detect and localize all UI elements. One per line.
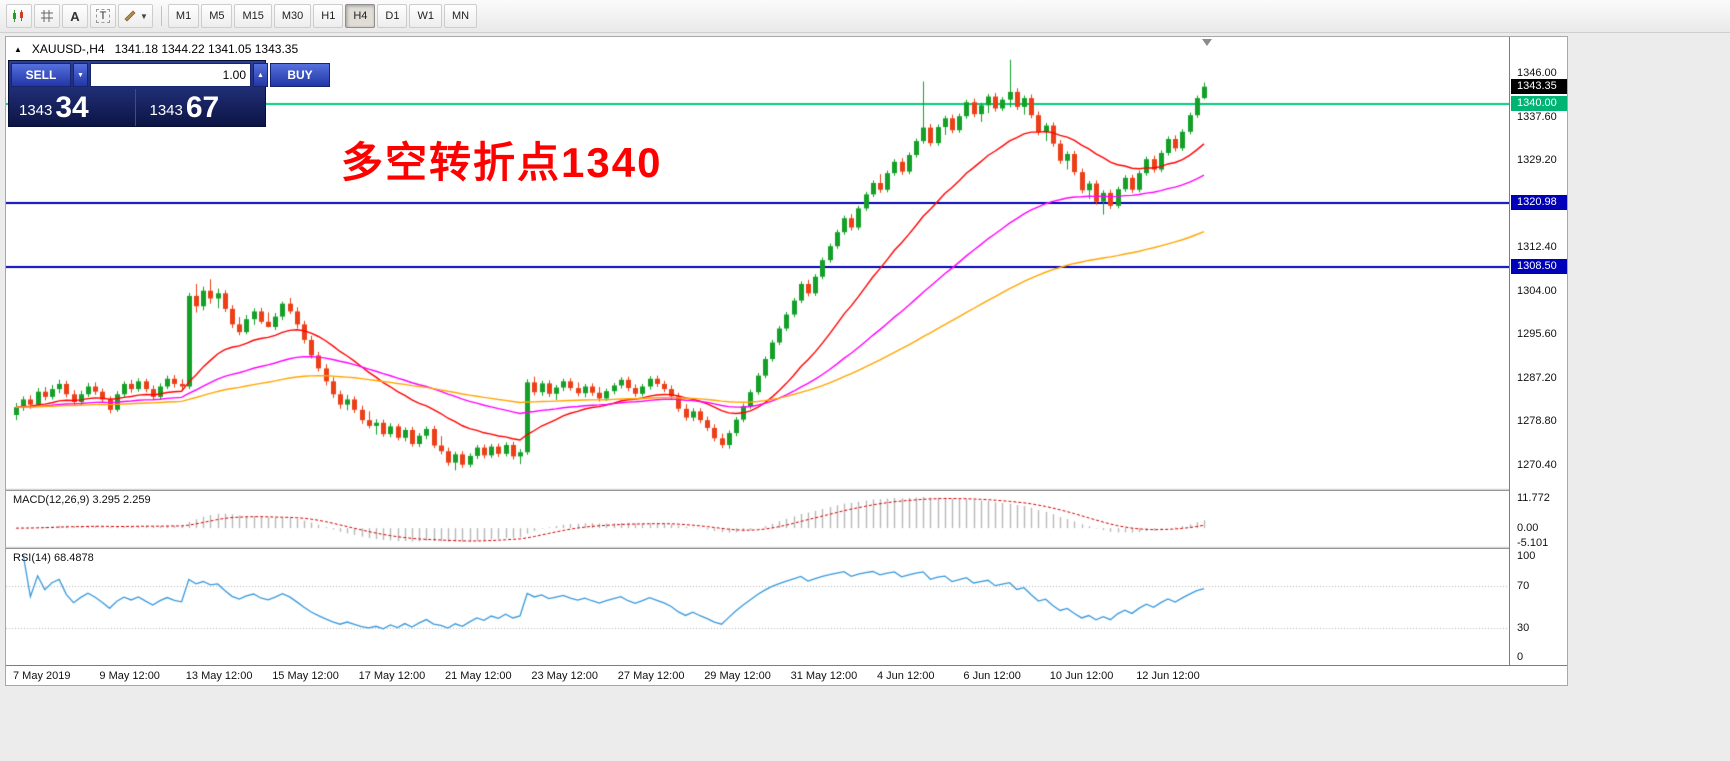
drawing-tools-button[interactable]: ▼ (118, 4, 153, 28)
panel-splitter[interactable] (6, 488, 1567, 491)
toolbar-separator (160, 6, 162, 26)
symbol-ohlc-values: 1341.18 1344.22 1341.05 1343.35 (114, 42, 299, 56)
time-axis-label: 29 May 12:00 (704, 670, 771, 682)
grid-button[interactable] (34, 4, 60, 28)
chevron-down-icon: ▼ (77, 71, 84, 79)
font-a-icon: A (70, 8, 80, 24)
price-badge: 1340.00 (1511, 96, 1567, 112)
buy-button[interactable]: BUY (270, 63, 330, 87)
time-axis-label: 23 May 12:00 (531, 670, 599, 682)
price-axis[interactable]: 1346.00 1337.60 1329.20 1312.40 1304.00 1295.… (1509, 37, 1567, 665)
timeframe-group: M1 M5 M15 M30 H1 H4 D1 W1 MN (167, 4, 479, 28)
price-badge: 1320.98 (1511, 194, 1567, 210)
volume-dropdown-button[interactable]: ▼ (73, 63, 88, 87)
font-button[interactable]: A (62, 4, 88, 28)
sell-button[interactable]: SELL (11, 63, 71, 87)
time-axis-label: 21 May 12:00 (445, 670, 512, 682)
price-axis-label: 1346.00 (1517, 67, 1557, 80)
chevron-up-icon: ▲ (257, 71, 264, 79)
volume-input[interactable] (90, 63, 251, 87)
price-axis-label: 1270.40 (1517, 458, 1557, 471)
time-axis-label: 27 May 12:00 (617, 670, 685, 682)
price-axis-label: 1287.20 (1517, 371, 1557, 384)
rsi-canvas[interactable] (6, 549, 1509, 665)
price-axis-label: 1278.80 (1517, 415, 1557, 428)
macd-pane: MACD(12,26,9) 3.295 2.259 (6, 491, 1509, 546)
panel-splitter[interactable] (6, 546, 1567, 549)
grid-icon (40, 9, 54, 23)
timeframe-button-m1[interactable]: M1 (167, 4, 200, 28)
macd-axis-label: 0.00 (1517, 522, 1539, 535)
subwindow-arrow-icon[interactable]: ▲ (14, 44, 22, 54)
text-label-icon: T (95, 9, 111, 23)
ask-price-main: 1343 (149, 102, 183, 119)
timeframe-button-w1[interactable]: W1 (409, 4, 442, 28)
price-axis-label: 1329.20 (1517, 154, 1557, 167)
bid-price-display[interactable]: 1343 34 (9, 89, 135, 126)
rsi-pane: RSI(14) 68.4878 (6, 549, 1509, 665)
time-axis-label: 9 May 12:00 (99, 670, 160, 682)
chart-annotation-text: 多空转折点1340 (341, 139, 663, 186)
macd-axis-label: 11.772 (1517, 492, 1550, 504)
time-axis-label: 6 Jun 12:00 (963, 670, 1021, 682)
rsi-axis-label: 70 (1517, 580, 1530, 593)
macd-canvas[interactable] (6, 491, 1509, 546)
timeframe-button-h1[interactable]: H1 (313, 4, 344, 28)
timeframe-button-d1[interactable]: D1 (377, 4, 408, 28)
main-chart-pane: ▲ XAUUSD-,H4 1341.18 1344.22 1341.05 134… (6, 37, 1509, 488)
time-axis-label: 15 May 12:00 (272, 670, 339, 682)
price-badge: 1343.35 (1511, 78, 1567, 94)
text-label-button[interactable]: T (90, 4, 116, 28)
time-axis-label: 13 May 12:00 (185, 670, 253, 682)
time-axis-label: 12 Jun 12:00 (1136, 670, 1200, 682)
price-axis-label: 1337.60 (1517, 110, 1557, 123)
rsi-label: RSI(14) 68.4878 (13, 552, 94, 564)
volume-up-button[interactable]: ▲ (253, 63, 268, 87)
price-axis-label: 1295.60 (1517, 328, 1557, 341)
symbol-name: XAUUSD-,H4 (31, 42, 105, 56)
timeframe-button-m5[interactable]: M5 (201, 4, 233, 28)
time-axis-label: 4 Jun 12:00 (877, 670, 935, 682)
timeframe-button-m30[interactable]: M30 (273, 4, 312, 28)
top-toolbar: A T ▼ M1 M5 M15 M30 H1 H4 D1 W1 MN (0, 0, 1730, 33)
time-axis[interactable]: 7 May 2019 9 May 12:00 13 May 12:00 15 May … (6, 665, 1567, 685)
bid-price-main: 1343 (19, 102, 53, 119)
timeframe-button-h4[interactable]: H4 (345, 4, 376, 28)
time-axis-label: 17 May 12:00 (358, 670, 426, 682)
time-axis-label: 10 Jun 12:00 (1049, 670, 1114, 682)
indicator-list-button[interactable] (6, 4, 32, 28)
time-axis-label: 7 May 2019 (13, 670, 71, 682)
timeframe-button-mn[interactable]: MN (443, 4, 478, 28)
symbol-header: ▲ XAUUSD-,H4 1341.18 1344.22 1341.05 134… (14, 42, 298, 56)
chart-shift-marker (1202, 39, 1212, 46)
rsi-axis-label: 100 (1517, 550, 1536, 562)
macd-axis-label: -5.101 (1517, 536, 1549, 549)
timeframe-button-m15[interactable]: M15 (234, 4, 272, 28)
ask-price-display[interactable]: 1343 67 (134, 89, 266, 126)
price-badge: 1308.50 (1511, 259, 1567, 275)
ask-price-pips: 67 (185, 91, 220, 124)
rsi-axis-label: 0 (1517, 651, 1524, 663)
one-click-trade-panel: SELL ▼ ▲ BUY 1343 34 1343 67 (8, 60, 330, 127)
price-axis-label: 1312.40 (1517, 241, 1557, 254)
pencil-icon (123, 9, 137, 23)
macd-label: MACD(12,26,9) 3.295 2.259 (13, 494, 151, 506)
rsi-axis-label: 30 (1517, 621, 1530, 634)
chart-window: ▲ XAUUSD-,H4 1341.18 1344.22 1341.05 134… (5, 36, 1568, 686)
chevron-down-icon: ▼ (140, 11, 148, 21)
price-axis-label: 1304.00 (1517, 284, 1557, 297)
bid-price-pips: 34 (55, 91, 89, 124)
indicator-candles-icon (11, 9, 27, 23)
time-axis-label: 31 May 12:00 (790, 670, 858, 682)
